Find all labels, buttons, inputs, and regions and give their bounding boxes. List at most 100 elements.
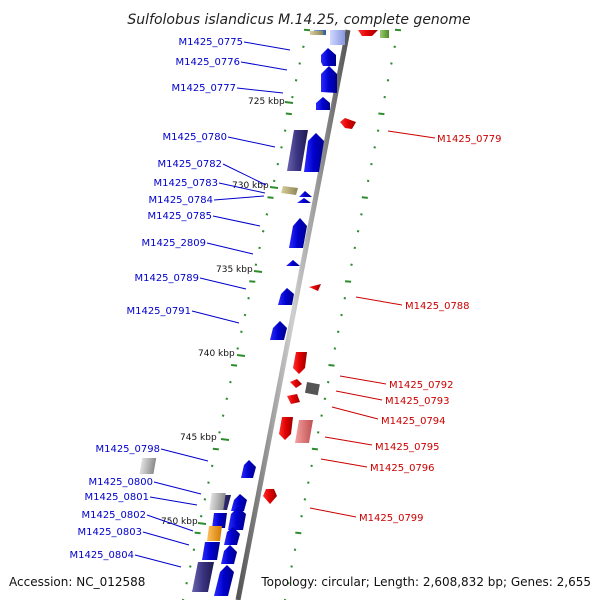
gene-label[interactable]: M1425_0793 xyxy=(385,396,450,407)
track-tick xyxy=(295,531,302,535)
leader-line xyxy=(243,41,291,51)
gene-M1425_0785[interactable] xyxy=(289,218,307,248)
track-tick xyxy=(291,95,294,99)
gene-partial-lightblue[interactable] xyxy=(330,30,345,45)
gene-M1425_0792[interactable] xyxy=(290,379,302,388)
gene-M1425_0777[interactable] xyxy=(316,97,330,110)
gene-label[interactable]: M1425_0800 xyxy=(88,477,153,488)
gene-label[interactable]: M1425_0799 xyxy=(359,513,424,524)
leader-line xyxy=(191,310,240,324)
gene-M1425_0796[interactable] xyxy=(295,420,313,443)
gene-label[interactable]: M1425_2809 xyxy=(141,238,206,249)
gene-M1425_0798b[interactable] xyxy=(241,460,256,478)
gene-label[interactable]: M1425_0804 xyxy=(69,550,134,561)
gene-M1425_0792-top[interactable] xyxy=(293,352,307,374)
gene-M1425_0805[interactable] xyxy=(214,565,234,596)
gene-M1425_0795[interactable] xyxy=(279,417,293,440)
leader-line xyxy=(134,554,182,568)
track-tick xyxy=(376,129,380,132)
gene-M1425_0780[interactable] xyxy=(287,130,308,171)
track-tick xyxy=(272,179,276,183)
leader-line xyxy=(240,61,288,71)
gene-M1425_0798[interactable] xyxy=(139,458,157,474)
track-tick xyxy=(360,213,363,216)
gene-label[interactable]: M1425_0792 xyxy=(389,380,454,391)
gene-M1425_0799b[interactable] xyxy=(209,493,226,510)
leader-line xyxy=(212,215,261,227)
gene-partial-green[interactable] xyxy=(380,30,389,38)
track-tick xyxy=(185,581,188,585)
gene-label[interactable]: M1425_0783 xyxy=(153,178,218,189)
gene-label[interactable]: M1425_0795 xyxy=(375,442,440,453)
gene-M1425_0803[interactable] xyxy=(207,526,222,541)
gene-M1425_0779[interactable] xyxy=(340,118,356,129)
gene-M1425_0804a[interactable] xyxy=(202,542,220,560)
leader-line xyxy=(222,163,267,186)
track-tick xyxy=(276,162,280,166)
leader-line xyxy=(142,531,190,546)
gene-label[interactable]: M1425_0780 xyxy=(162,132,227,143)
kbp-label: 725 kbp xyxy=(248,97,285,107)
gene-label[interactable]: M1425_0775 xyxy=(178,37,243,48)
gene-label[interactable]: M1425_0779 xyxy=(437,134,502,145)
gene-M1425_0794[interactable] xyxy=(287,394,300,404)
leader-line xyxy=(153,481,202,495)
gene-label[interactable]: M1425_0803 xyxy=(77,527,142,538)
gene-M1425_0804b[interactable] xyxy=(221,545,237,564)
gene-label[interactable]: M1425_0777 xyxy=(171,83,236,94)
gene-M1425_0791[interactable] xyxy=(270,321,287,340)
track-tick xyxy=(340,313,343,317)
gene-M1425_0802b[interactable] xyxy=(228,507,246,530)
gene-label[interactable]: M1425_0798 xyxy=(95,444,160,455)
gene-M1425_0775[interactable] xyxy=(321,48,336,66)
track-tick xyxy=(294,79,298,82)
kbp-tick xyxy=(197,522,207,525)
track-tick xyxy=(370,162,373,166)
gene-M1425_0793[interactable] xyxy=(304,381,320,396)
gene-M1425_0789[interactable] xyxy=(278,288,294,305)
gene-label[interactable]: M1425_0784 xyxy=(148,195,213,206)
page-title: Sulfolobus islandicus M.14.25, complete … xyxy=(127,12,470,28)
gene-M1425_0776[interactable] xyxy=(321,66,337,93)
gene-M1425_2809[interactable] xyxy=(286,260,300,266)
gene-M1425_0801[interactable] xyxy=(231,494,247,511)
track-tick xyxy=(285,112,292,116)
gene-partial-olive[interactable] xyxy=(310,31,323,35)
gene-label[interactable]: M1425_0801 xyxy=(84,492,149,503)
gene-label[interactable]: M1425_0802 xyxy=(81,510,146,521)
gene-M1425_0783[interactable] xyxy=(299,191,312,197)
gene-label[interactable]: M1425_0788 xyxy=(405,301,470,312)
gene-label[interactable]: M1425_0791 xyxy=(126,306,191,317)
track-tick xyxy=(361,196,368,199)
gene-M1425_0803b[interactable] xyxy=(224,527,240,545)
kbp-scale: 725 kbp 730 kbp 735 kbp 740 kbp 745 kbp … xyxy=(161,97,294,527)
track-tick xyxy=(287,581,290,585)
track-tick xyxy=(336,330,340,334)
genome-backbone xyxy=(235,29,351,600)
kbp-label: 730 kbp xyxy=(232,181,269,191)
track-tick xyxy=(300,514,303,518)
gene-M1425_0788[interactable] xyxy=(309,284,321,291)
gene-label[interactable]: M1425_0789 xyxy=(134,273,199,284)
gene-M1425_0782[interactable] xyxy=(281,186,298,195)
track-tick xyxy=(390,62,393,65)
leader-line xyxy=(236,87,284,94)
gene-M1425_0781[interactable] xyxy=(304,133,324,172)
track-tick xyxy=(207,481,210,484)
gene-M1425_0799[interactable] xyxy=(263,489,277,504)
track-tick xyxy=(231,364,238,367)
gene-label[interactable]: M1425_0785 xyxy=(147,211,212,222)
track-tick xyxy=(243,313,247,317)
track-tick xyxy=(199,514,203,518)
gene-M1425_0804[interactable] xyxy=(192,562,214,592)
gene-M1425_0802[interactable] xyxy=(212,513,227,528)
gene-label[interactable]: M1425_0782 xyxy=(157,159,222,170)
track-tick xyxy=(258,246,261,250)
gene-partial-red[interactable] xyxy=(358,30,378,36)
gene-label[interactable]: M1425_0794 xyxy=(381,416,446,427)
leader-line xyxy=(309,507,357,518)
leader-line xyxy=(335,390,383,401)
gene-label[interactable]: M1425_0796 xyxy=(370,463,435,474)
gene-label[interactable]: M1425_0776 xyxy=(175,57,240,68)
gene-M1425_0784[interactable] xyxy=(297,198,311,203)
